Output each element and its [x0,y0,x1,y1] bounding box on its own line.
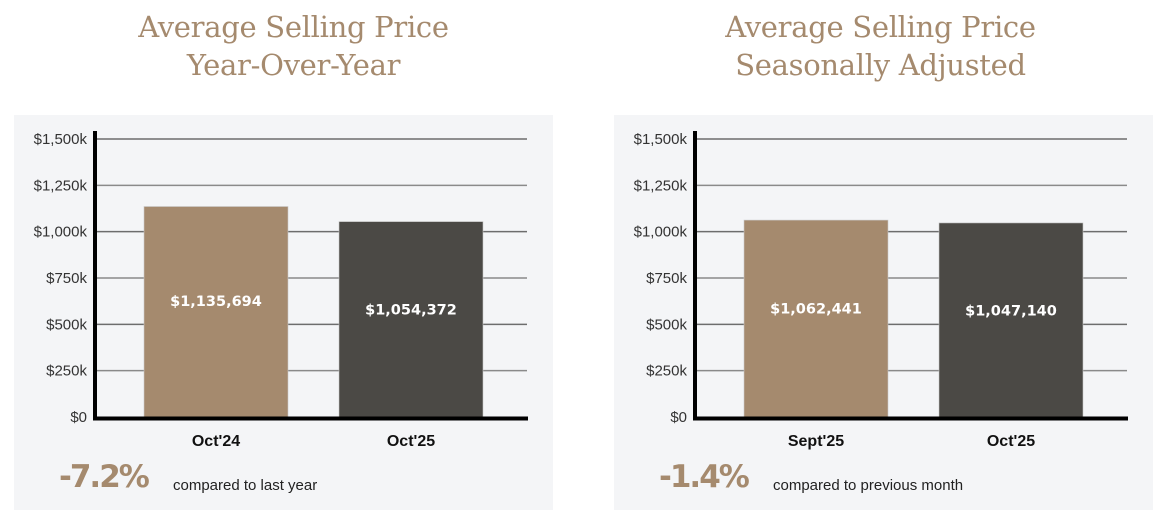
chart-panel-seasonal: $0 $250k $500k $750k $1,000k $1,250k $1,500k $1… [614,115,1153,510]
percent-change: -7.2% [59,459,150,495]
bar-value-label: $1,062,441 [770,302,862,318]
x-tick-label: Oct'25 [987,433,1035,450]
chart-title-line-2: Year-Over-Year [186,48,401,82]
y-tick-label: $1,250k [34,177,88,194]
bar-value-label: $1,135,694 [170,294,262,310]
chart-title-line-1: Average Selling Price [725,10,1036,44]
bar-value-label: $1,047,140 [965,303,1057,319]
chart-title-line-1: Average Selling Price [138,10,449,44]
y-tick-label: $250k [46,363,87,380]
chart-title-yoy: Average Selling Price Year-Over-Year [0,8,587,84]
chart-title-seasonal: Average Selling Price Seasonally Adjuste… [587,8,1174,84]
bar-value-label: $1,054,372 [365,303,457,319]
y-tick-label: $750k [46,270,87,287]
percent-change-caption: compared to last year [173,477,318,494]
chart-title-line-2: Seasonally Adjusted [735,48,1026,82]
chart-panel-yoy: $0 $250k $500k $750k $1,000k $1,250k $1,500k $1… [14,115,553,510]
y-tick-label: $1,000k [634,224,688,241]
bar-chart-yoy: $0 $250k $500k $750k $1,000k $1,250k $1,500k $1… [34,131,528,450]
percent-change-caption: compared to previous month [773,477,964,494]
y-tick-label: $500k [46,316,87,333]
x-tick-label: Oct'24 [192,433,240,450]
bar [338,221,484,418]
x-tick-label: Oct'25 [387,433,435,450]
y-tick-label: $1,250k [634,177,688,194]
y-tick-label: $1,500k [34,131,88,148]
y-tick-label: $500k [646,316,687,333]
bar [938,222,1084,418]
bar [743,219,889,418]
percent-change: -1.4% [659,459,750,495]
y-tick-label: $0 [670,409,687,426]
y-tick-label: $250k [646,363,687,380]
bar [143,206,289,418]
y-tick-label: $1,500k [634,131,688,148]
y-tick-label: $0 [70,409,87,426]
y-tick-label: $750k [646,270,687,287]
y-tick-label: $1,000k [34,224,88,241]
bar-chart-seasonal: $0 $250k $500k $750k $1,000k $1,250k $1,500k $1… [634,131,1128,450]
x-tick-label: Sept'25 [788,433,844,450]
